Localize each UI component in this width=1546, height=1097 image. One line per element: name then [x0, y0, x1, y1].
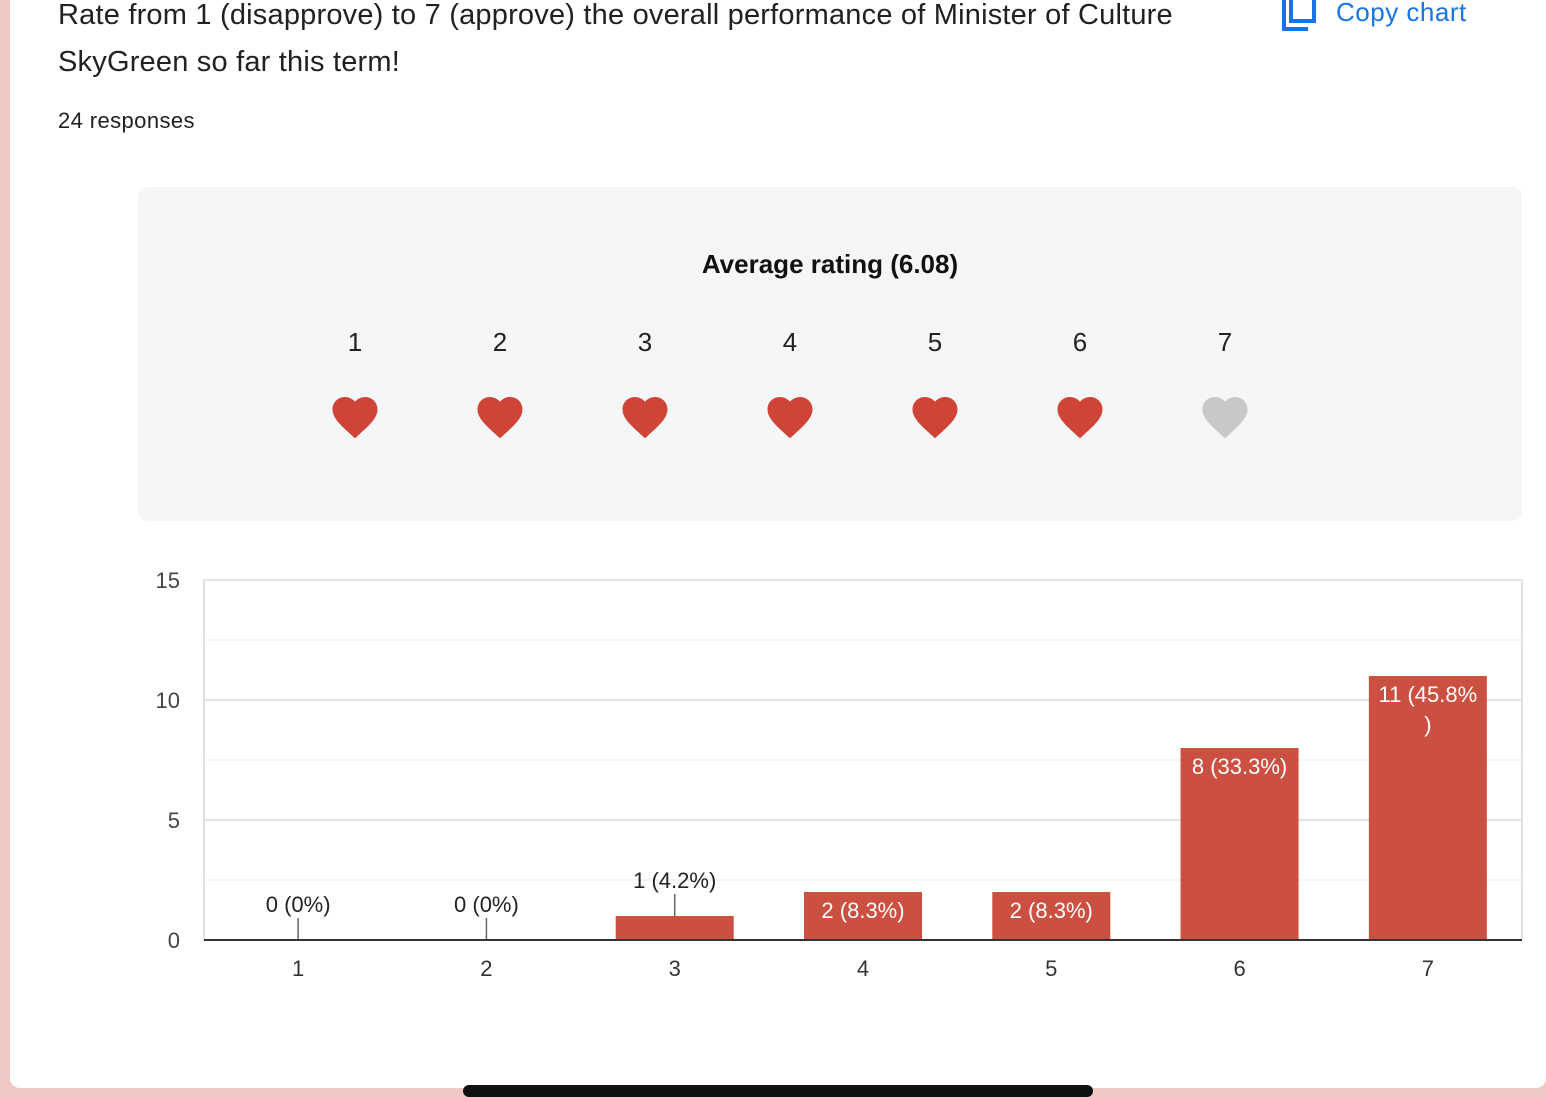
- rating-number: 2: [492, 327, 508, 357]
- rating-number: 5: [927, 327, 943, 357]
- x-tick-label: 2: [480, 956, 492, 981]
- rating-number: 1: [347, 327, 363, 357]
- rating-number: 7: [1217, 327, 1233, 357]
- rating-item-5: 5: [895, 322, 975, 440]
- data-label-end: ): [1424, 712, 1431, 737]
- bar-6: [1180, 748, 1299, 940]
- question-title: Rate from 1 (disapprove) to 7 (approve) …: [58, 0, 1173, 78]
- data-label: 0 (0%): [266, 892, 331, 917]
- heart-icon: [767, 397, 813, 439]
- heart-icon: [1202, 397, 1248, 439]
- rating-item-6: 6: [1040, 322, 1120, 440]
- response-count: 24 responses: [58, 108, 195, 133]
- rating-number: 6: [1072, 327, 1088, 357]
- x-tick-label: 6: [1233, 956, 1245, 981]
- home-indicator: [463, 1085, 1093, 1097]
- heart-icon: [332, 397, 378, 439]
- rating-item-4: 4: [750, 322, 830, 440]
- data-label: 11 (45.8%: [1379, 682, 1478, 707]
- copy-chart-button[interactable]: Copy chart: [1280, 0, 1467, 34]
- bar-7: [1368, 676, 1487, 940]
- data-label: 2 (8.3%): [1010, 898, 1093, 923]
- y-tick-label: 10: [156, 688, 180, 713]
- rating-item-3: 3: [605, 322, 685, 440]
- rating-item-1: 1: [315, 322, 395, 440]
- bar-3: [615, 916, 734, 940]
- heart-icon: [912, 397, 958, 439]
- rating-number: 4: [782, 327, 798, 357]
- x-tick-label: 5: [1045, 956, 1057, 981]
- data-label: 0 (0%): [454, 892, 519, 917]
- y-tick-label: 15: [156, 568, 180, 593]
- rating-item-2: 2: [460, 322, 540, 440]
- average-rating-title: Average rating (6.08): [701, 249, 959, 279]
- bar-5: [992, 892, 1111, 940]
- x-tick-label: 3: [669, 956, 681, 981]
- rating-number: 3: [637, 327, 653, 357]
- data-label: 8 (33.3%): [1192, 754, 1287, 779]
- y-tick-label: 5: [168, 808, 180, 833]
- rating-summary-panel: Average rating (6.08) 1 2 3 4 5 6 7: [138, 187, 1522, 521]
- bar-4: [804, 892, 922, 940]
- heart-icon: [477, 397, 523, 439]
- copy-icon: [1280, 0, 1316, 35]
- y-tick-label: 0: [168, 928, 180, 953]
- x-tick-label: 1: [292, 956, 304, 981]
- x-tick-label: 4: [857, 956, 869, 981]
- copy-chart-label: Copy chart: [1336, 0, 1467, 27]
- heart-icon: [622, 397, 668, 439]
- x-tick-label: 7: [1422, 956, 1434, 981]
- rating-item-7: 7: [1185, 322, 1265, 440]
- data-label: 1 (4.2%): [633, 868, 716, 893]
- heart-icon: [1057, 397, 1103, 439]
- data-label: 2 (8.3%): [821, 898, 904, 923]
